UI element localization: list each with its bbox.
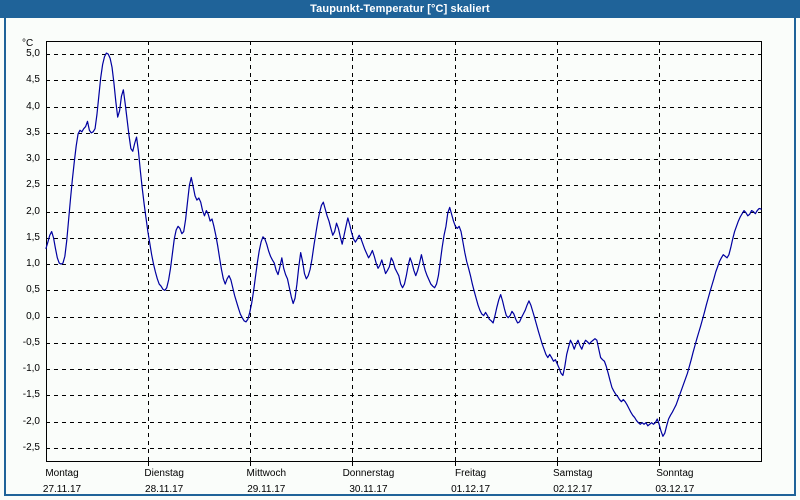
chart-frame bbox=[4, 18, 796, 496]
x-axis-date-label: 29.11.17 bbox=[247, 484, 286, 495]
y-axis-tick-label: 2,0 bbox=[26, 205, 40, 217]
y-axis-tick-label: -1,0 bbox=[22, 362, 40, 374]
y-axis-tick-label: 0,5 bbox=[26, 283, 40, 295]
x-axis-date-label: 02.12.17 bbox=[553, 484, 593, 495]
y-axis-tick-label: -2,5 bbox=[22, 441, 40, 453]
series-layer bbox=[45, 52, 762, 437]
y-axis-tick-label: 4,0 bbox=[26, 100, 40, 112]
x-axis-date-label: 28.11.17 bbox=[145, 484, 184, 495]
y-axis-tick-label: 1,5 bbox=[26, 231, 40, 243]
x-axis-day-label: Montag bbox=[45, 468, 79, 479]
y-axis-unit-label: °C bbox=[22, 38, 34, 49]
y-axis-tick-label: -0,5 bbox=[22, 336, 40, 348]
plot-border bbox=[46, 41, 762, 462]
y-axis-tick-label: 1,0 bbox=[26, 257, 40, 269]
x-axis-date-label: 01.12.17 bbox=[451, 484, 491, 495]
x-axis-date-label: 27.11.17 bbox=[42, 484, 82, 495]
y-axis-tick-label: 5,0 bbox=[26, 47, 40, 59]
y-axis-tick-label: 3,0 bbox=[26, 152, 40, 164]
x-axis-day-label: Freitag bbox=[455, 468, 487, 479]
grid-layer bbox=[46, 41, 761, 461]
y-axis-tick-label: -2,0 bbox=[22, 415, 40, 427]
x-axis-day-label: Samstag bbox=[552, 468, 593, 479]
y-axis-tick-label: -1,5 bbox=[22, 388, 40, 400]
x-axis-date-label: 30.11.17 bbox=[349, 484, 388, 495]
y-axis-tick-label: 2,5 bbox=[26, 178, 40, 190]
y-axis-tick-label: 4,5 bbox=[26, 73, 40, 85]
y-axis-tick-label: 3,5 bbox=[26, 126, 40, 138]
x-axis-day-label: Donnerstag bbox=[342, 468, 395, 479]
x-axis-day-label: Dienstag bbox=[144, 468, 184, 479]
plot-axes bbox=[46, 41, 762, 466]
window-title: Taupunkt-Temperatur [°C] skaliert bbox=[0, 0, 800, 18]
x-axis-date-label: 03.12.17 bbox=[655, 484, 695, 495]
x-axis-day-label: Mittwoch bbox=[246, 468, 286, 479]
x-axis-day-label: Sonntag bbox=[656, 468, 694, 479]
y-axis-tick-label: 0,0 bbox=[26, 310, 40, 322]
data-series-line bbox=[45, 52, 762, 437]
